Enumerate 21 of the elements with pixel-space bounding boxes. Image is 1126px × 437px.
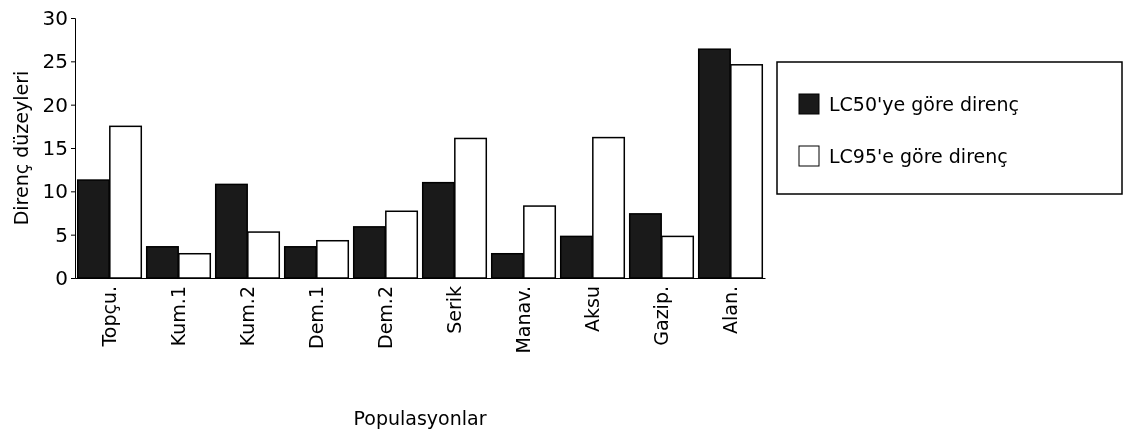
x-tick-label: Aksu [581,286,604,332]
y-tick-label: 25 [42,49,68,74]
x-tick-label: Dem.1 [305,286,328,349]
x-tick-label: Dem.2 [374,286,397,349]
y-tick-label: 0 [55,265,68,290]
legend-label: LC50'ye göre direnç [829,93,1019,115]
y-tick-label: 5 [55,222,68,247]
x-tick-label: Serik [443,286,466,334]
x-tick-label: Kum.1 [167,286,190,347]
y-tick-label: 10 [42,179,68,204]
y-tick-label: 20 [42,92,68,117]
x-tick-label: Topçu. [98,286,121,348]
x-axis-title: Populasyonlar [353,407,487,429]
x-tick-label: Alan. [719,286,742,335]
y-axis-title: Direnç düzeyleri [10,70,32,226]
y-tick-label: 30 [42,5,68,30]
legend-label: LC95'e göre direnç [829,145,1008,167]
y-tick-label: 15 [42,135,68,160]
x-tick-label: Kum.2 [236,286,259,347]
x-tick-label: Manav. [512,286,535,354]
x-tick-label: Gazip. [650,286,673,346]
